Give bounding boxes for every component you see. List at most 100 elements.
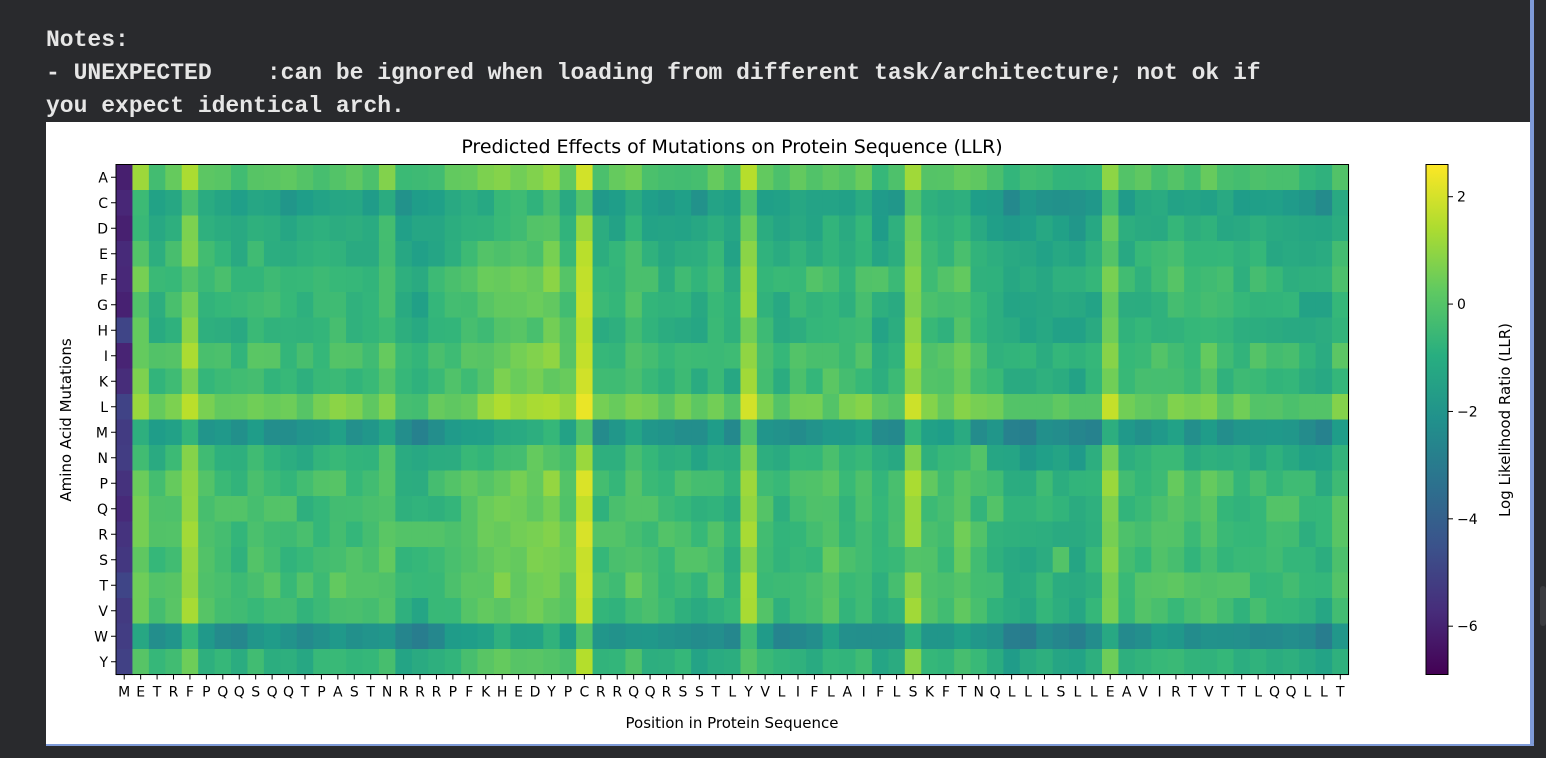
heatmap-cell <box>346 190 364 217</box>
heatmap-cell <box>789 394 807 421</box>
heatmap-cell <box>609 445 627 472</box>
heatmap-cell <box>1200 572 1218 599</box>
heatmap-cell <box>822 521 840 548</box>
heatmap-cell <box>346 419 364 446</box>
heatmap-cell <box>1052 215 1070 242</box>
heatmap-cell <box>921 266 939 293</box>
heatmap-cell <box>510 521 528 548</box>
heatmap-cell <box>1217 547 1235 574</box>
x-tick-label: S <box>1056 685 1065 701</box>
heatmap-cell <box>789 547 807 574</box>
heatmap-cell <box>592 266 610 293</box>
heatmap-cell <box>165 419 183 446</box>
heatmap-cell <box>1217 521 1235 548</box>
heatmap-cell <box>855 547 873 574</box>
heatmap-cell <box>116 190 134 217</box>
heatmap-cell <box>822 470 840 497</box>
heatmap-cell <box>1052 164 1070 191</box>
heatmap-cell <box>674 572 692 599</box>
heatmap-cell <box>773 241 791 268</box>
x-tick-label: S <box>251 685 260 701</box>
heatmap-cell <box>691 623 709 650</box>
heatmap-cell <box>198 572 216 599</box>
heatmap-cell <box>773 190 791 217</box>
heatmap-cell <box>1102 470 1120 497</box>
heatmap-cell <box>1315 649 1333 676</box>
heatmap-cell <box>1134 496 1152 523</box>
heatmap-cell <box>707 649 725 676</box>
heatmap-cell <box>1266 190 1284 217</box>
heatmap-cell <box>198 266 216 293</box>
scrollbar-thumb[interactable] <box>1540 586 1546 626</box>
heatmap-cell <box>477 623 495 650</box>
heatmap-cell <box>658 547 676 574</box>
heatmap-cell <box>904 419 922 446</box>
heatmap-cell <box>724 164 742 191</box>
heatmap-cell <box>789 521 807 548</box>
heatmap-cell <box>444 190 462 217</box>
heatmap-cell <box>395 164 413 191</box>
heatmap-cell <box>428 598 446 625</box>
heatmap-cell <box>576 368 594 395</box>
heatmap-cell <box>954 190 972 217</box>
heatmap-cell <box>674 623 692 650</box>
heatmap-cell <box>214 419 232 446</box>
heatmap-cell <box>1167 241 1185 268</box>
heatmap-cell <box>214 521 232 548</box>
heatmap-cell <box>592 623 610 650</box>
heatmap-cell <box>839 623 857 650</box>
heatmap-cell <box>1102 649 1120 676</box>
heatmap-cell <box>346 470 364 497</box>
heatmap-cell <box>707 419 725 446</box>
heatmap-cell <box>1282 292 1300 319</box>
heatmap-cell <box>411 343 429 370</box>
heatmap-cell <box>740 649 758 676</box>
heatmap-cell <box>132 368 150 395</box>
heatmap-cell <box>839 470 857 497</box>
heatmap-cell <box>789 598 807 625</box>
heatmap-cell <box>822 266 840 293</box>
colorbar-label: Log Likelihood Ratio (LLR) <box>1496 323 1514 517</box>
heatmap-cell <box>543 215 561 242</box>
heatmap-cell <box>888 317 906 344</box>
heatmap-cell <box>1118 266 1136 293</box>
heatmap-cell <box>510 266 528 293</box>
heatmap-cell <box>1249 496 1267 523</box>
heatmap-cell <box>1102 292 1120 319</box>
heatmap-cell <box>904 496 922 523</box>
heatmap-cell <box>362 649 380 676</box>
heatmap-cell <box>1085 394 1103 421</box>
heatmap-cell <box>1315 521 1333 548</box>
heatmap-cell <box>691 241 709 268</box>
heatmap-cell <box>1332 266 1350 293</box>
heatmap-cell <box>756 368 774 395</box>
heatmap-cell <box>773 547 791 574</box>
heatmap-cell <box>510 445 528 472</box>
heatmap-cell <box>411 496 429 523</box>
heatmap-cell <box>756 445 774 472</box>
heatmap-cell <box>461 572 479 599</box>
heatmap-cell <box>904 521 922 548</box>
heatmap-cell <box>773 496 791 523</box>
heatmap-cell <box>937 292 955 319</box>
heatmap-cell <box>576 215 594 242</box>
heatmap-cell <box>543 572 561 599</box>
heatmap-cell <box>543 266 561 293</box>
heatmap-cell <box>1200 394 1218 421</box>
heatmap-cell <box>148 547 166 574</box>
heatmap-cell <box>855 215 873 242</box>
heatmap-cell <box>1184 496 1202 523</box>
heatmap-cell <box>181 292 199 319</box>
heatmap-cell <box>181 266 199 293</box>
heatmap-cell <box>395 317 413 344</box>
heatmap-cell <box>362 164 380 191</box>
heatmap-cell <box>1332 623 1350 650</box>
heatmap-cell <box>937 521 955 548</box>
heatmap-cell <box>132 521 150 548</box>
heatmap-cell <box>1167 572 1185 599</box>
heatmap-cell <box>904 215 922 242</box>
heatmap-cell <box>806 190 824 217</box>
heatmap-cell <box>378 164 396 191</box>
heatmap-cell <box>526 343 544 370</box>
heatmap-cell <box>1036 215 1054 242</box>
